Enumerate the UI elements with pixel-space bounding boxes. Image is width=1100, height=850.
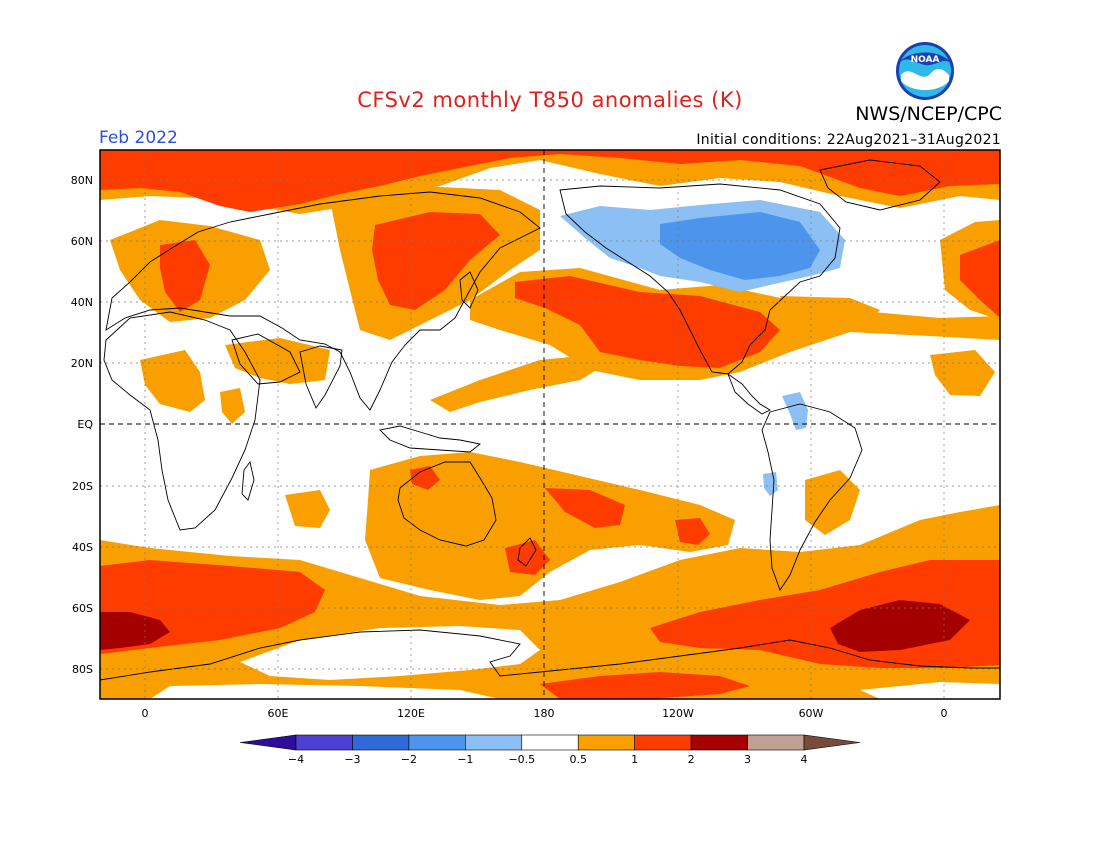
colorbar-label: 1 [631,753,638,766]
lon-label: 180 [534,707,555,720]
sp-hot-3 [505,540,550,575]
lat-label: 20N [71,357,93,370]
southern-ocean-veryhot-east [830,600,970,652]
east-africa-warm [220,388,245,424]
colorbar-swatch [577,734,635,751]
antarctica-hot-pacific [540,672,750,699]
lat-label: EQ [77,418,93,431]
africa-warm [140,350,205,412]
npacific-hot [515,276,780,368]
colorbar-min-arrow [239,734,297,751]
equator-dateline [100,150,1000,699]
colorbar: −4 −3 −2 −1 −0.5 0.5 1 2 3 4 [239,734,861,766]
sp-hot-1 [545,488,625,528]
forecast-month: Feb 2022 [99,128,178,148]
sp-hot-2 [675,518,710,545]
lon-label: 60W [799,707,824,720]
lon-axis: 0 60E 120E 180 120W 60W 0 [142,707,948,720]
anomaly-fields [100,150,1000,699]
indian-warm [285,490,330,528]
europe-hot [160,240,210,312]
sa-cool [763,472,778,496]
sp-hot-4 [410,466,440,490]
lat-axis: 80N 60N 40N 20N EQ 20S 40S 60S 80S [71,174,94,676]
chart-title: CFSv2 monthly T850 anomalies (K) [357,88,743,112]
lon-label: 120W [662,707,694,720]
antarctic-white-3 [860,682,1000,699]
nw-atlantic-warm [780,296,880,330]
lat-label: 40N [71,296,93,309]
colorbar-label: 2 [688,753,695,766]
arctic-hot-band [100,150,1000,212]
initial-conditions: Initial conditions: 22Aug2021–31Aug2021 [696,132,1001,148]
lon-label: 120E [397,707,425,720]
colorbar-swatch [295,734,353,751]
lat-label: 20S [72,480,93,493]
graticule [100,150,1000,699]
colorbar-label: −1 [457,753,473,766]
sp-warm [365,452,735,600]
southern-ocean-veryhot-west [100,612,170,650]
map-frame [99,149,1001,700]
colorbar-swatch [352,734,410,751]
colorbar-swatch [408,734,466,751]
lat-label: 80S [72,663,93,676]
caribbean-cool [782,392,808,430]
atlantic-west-warm [930,350,995,396]
antarctic-white [240,626,540,680]
colorbar-swatch [747,734,805,751]
colorbar-label: −4 [288,753,304,766]
tropical-pacific-warm [430,355,600,412]
colorbar-swatch [465,734,523,751]
colorbar-swatch [634,734,692,751]
lat-label: 40S [72,541,93,554]
europe-hot-east [960,240,1000,318]
noaa-logo: NOAA [896,42,954,100]
agency-label: NWS/NCEP/CPC [855,103,1002,125]
colorbar-max-arrow [803,734,861,751]
colorbar-swatch [690,734,748,751]
colorbar-label: −3 [344,753,360,766]
colorbar-label: 3 [744,753,751,766]
lon-label: 0 [941,707,948,720]
colorbar-label: 4 [801,753,808,766]
coastlines [100,159,1000,681]
lon-label: 0 [142,707,149,720]
canada-cooler [660,212,820,280]
colorbar-swatch [521,734,579,751]
colorbar-label: 0.5 [569,753,587,766]
svg-text:NOAA: NOAA [911,55,940,65]
lon-label: 60E [268,707,289,720]
lat-label: 60N [71,235,93,248]
lat-label: 80N [71,174,93,187]
colorbar-label: −2 [401,753,417,766]
lat-label: 60S [72,602,93,615]
asia-hot [372,212,500,310]
antarctic-white-2 [150,684,500,699]
sa-east-warm [805,470,860,535]
colorbar-label: −0.5 [508,753,535,766]
